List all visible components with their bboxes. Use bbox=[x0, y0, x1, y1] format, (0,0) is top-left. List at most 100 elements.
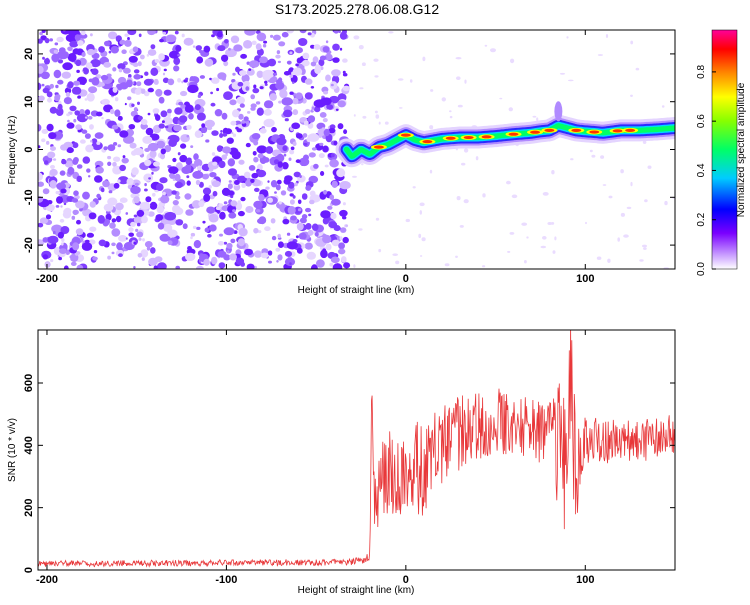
snr-series-line bbox=[38, 330, 675, 568]
noise-blob bbox=[186, 124, 192, 130]
noise-blob bbox=[85, 239, 90, 244]
noise-blob bbox=[237, 81, 244, 87]
noise-blob bbox=[172, 200, 179, 206]
noise-blob bbox=[228, 212, 237, 219]
noise-blob bbox=[66, 122, 75, 129]
noise-blob bbox=[77, 95, 81, 99]
noise-blob bbox=[84, 109, 91, 116]
noise-blob bbox=[151, 171, 154, 175]
noise-blob bbox=[111, 124, 119, 130]
noise-blob bbox=[190, 145, 194, 149]
noise-blob bbox=[336, 168, 346, 178]
noise-blob bbox=[207, 234, 212, 238]
noise-blob bbox=[111, 228, 121, 237]
noise-blob bbox=[130, 186, 141, 194]
noise-blob bbox=[319, 112, 327, 118]
noise-blob bbox=[79, 207, 83, 212]
noise-blob bbox=[333, 140, 338, 146]
noise-blob bbox=[115, 112, 120, 115]
noise-blob bbox=[50, 259, 54, 263]
noise-blob bbox=[250, 103, 257, 108]
noise-blob bbox=[274, 191, 277, 194]
spectrogram-y-tick-label: 10 bbox=[23, 96, 35, 108]
noise-blob bbox=[286, 232, 291, 236]
snr-panel: -200 -100 0 100 0 200 400 600 Height of straig… bbox=[7, 329, 676, 596]
noise-blob bbox=[248, 68, 252, 71]
noise-blob bbox=[186, 175, 190, 179]
noise-blob bbox=[219, 133, 224, 138]
noise-blob bbox=[132, 81, 135, 85]
noise-blob bbox=[67, 119, 70, 123]
signal-peak-core bbox=[612, 129, 623, 133]
noise-blob bbox=[90, 33, 93, 37]
noise-blob bbox=[136, 81, 142, 87]
noise-blob bbox=[46, 123, 54, 132]
noise-blob bbox=[121, 49, 127, 54]
colorbar-tick-label: 0.0 bbox=[696, 262, 707, 276]
noise-blob bbox=[329, 159, 339, 168]
noise-blob bbox=[46, 140, 50, 145]
noise-blob bbox=[126, 178, 134, 186]
noise-blob bbox=[331, 198, 341, 206]
noise-blob bbox=[395, 260, 400, 265]
noise-blob bbox=[91, 77, 100, 86]
noise-blob bbox=[160, 110, 168, 118]
noise-blob bbox=[262, 72, 272, 81]
noise-blob bbox=[67, 53, 77, 62]
noise-blob bbox=[186, 134, 190, 138]
noise-blob bbox=[295, 63, 299, 67]
noise-blob bbox=[127, 30, 137, 36]
noise-blob bbox=[125, 237, 128, 240]
noise-blob bbox=[336, 263, 340, 266]
noise-blob bbox=[320, 249, 328, 259]
noise-blob bbox=[72, 209, 79, 215]
noise-blob bbox=[211, 130, 219, 136]
noise-blob bbox=[298, 38, 308, 46]
noise-blob bbox=[277, 233, 282, 239]
noise-blob bbox=[255, 209, 261, 213]
noise-blob bbox=[196, 112, 206, 121]
noise-blob bbox=[75, 228, 84, 236]
noise-blob bbox=[306, 137, 311, 143]
noise-blob bbox=[197, 165, 202, 171]
noise-blob bbox=[295, 159, 301, 164]
noise-blob bbox=[158, 53, 165, 61]
noise-blob bbox=[221, 54, 229, 62]
noise-blob bbox=[276, 201, 285, 209]
noise-blob bbox=[211, 180, 221, 188]
noise-blob bbox=[421, 237, 426, 242]
spectrogram-x-tick-label: -200 bbox=[36, 273, 58, 285]
noise-blob bbox=[321, 127, 326, 131]
noise-blob bbox=[630, 181, 633, 187]
noise-blob bbox=[196, 56, 204, 64]
noise-blob bbox=[61, 71, 71, 79]
noise-blob bbox=[286, 241, 298, 250]
noise-blob bbox=[441, 97, 446, 102]
noise-blob bbox=[232, 72, 236, 76]
noise-blob bbox=[359, 87, 364, 90]
noise-blob bbox=[309, 199, 315, 205]
spectrogram-x-ticks: -200 -100 0 100 bbox=[36, 30, 594, 285]
noise-blob bbox=[306, 251, 316, 260]
signal-peak-core bbox=[508, 132, 519, 136]
noise-blob bbox=[225, 48, 237, 58]
noise-blob bbox=[219, 211, 226, 220]
figure-title: S173.2025.278.06.08.G12 bbox=[275, 1, 439, 17]
noise-blob bbox=[81, 129, 88, 134]
noise-blob bbox=[330, 83, 334, 87]
noise-blob bbox=[264, 80, 268, 84]
noise-blob bbox=[358, 228, 363, 231]
noise-blob bbox=[49, 106, 58, 114]
noise-blob bbox=[210, 102, 216, 107]
noise-blob bbox=[100, 74, 109, 81]
noise-blob bbox=[53, 49, 58, 54]
noise-blob bbox=[57, 79, 64, 85]
noise-blob bbox=[253, 227, 259, 234]
noise-blob bbox=[133, 214, 138, 218]
noise-blob bbox=[133, 196, 140, 204]
noise-blob bbox=[289, 149, 295, 155]
noise-blob bbox=[47, 151, 56, 159]
noise-blob bbox=[226, 137, 234, 144]
noise-blob bbox=[602, 184, 607, 186]
